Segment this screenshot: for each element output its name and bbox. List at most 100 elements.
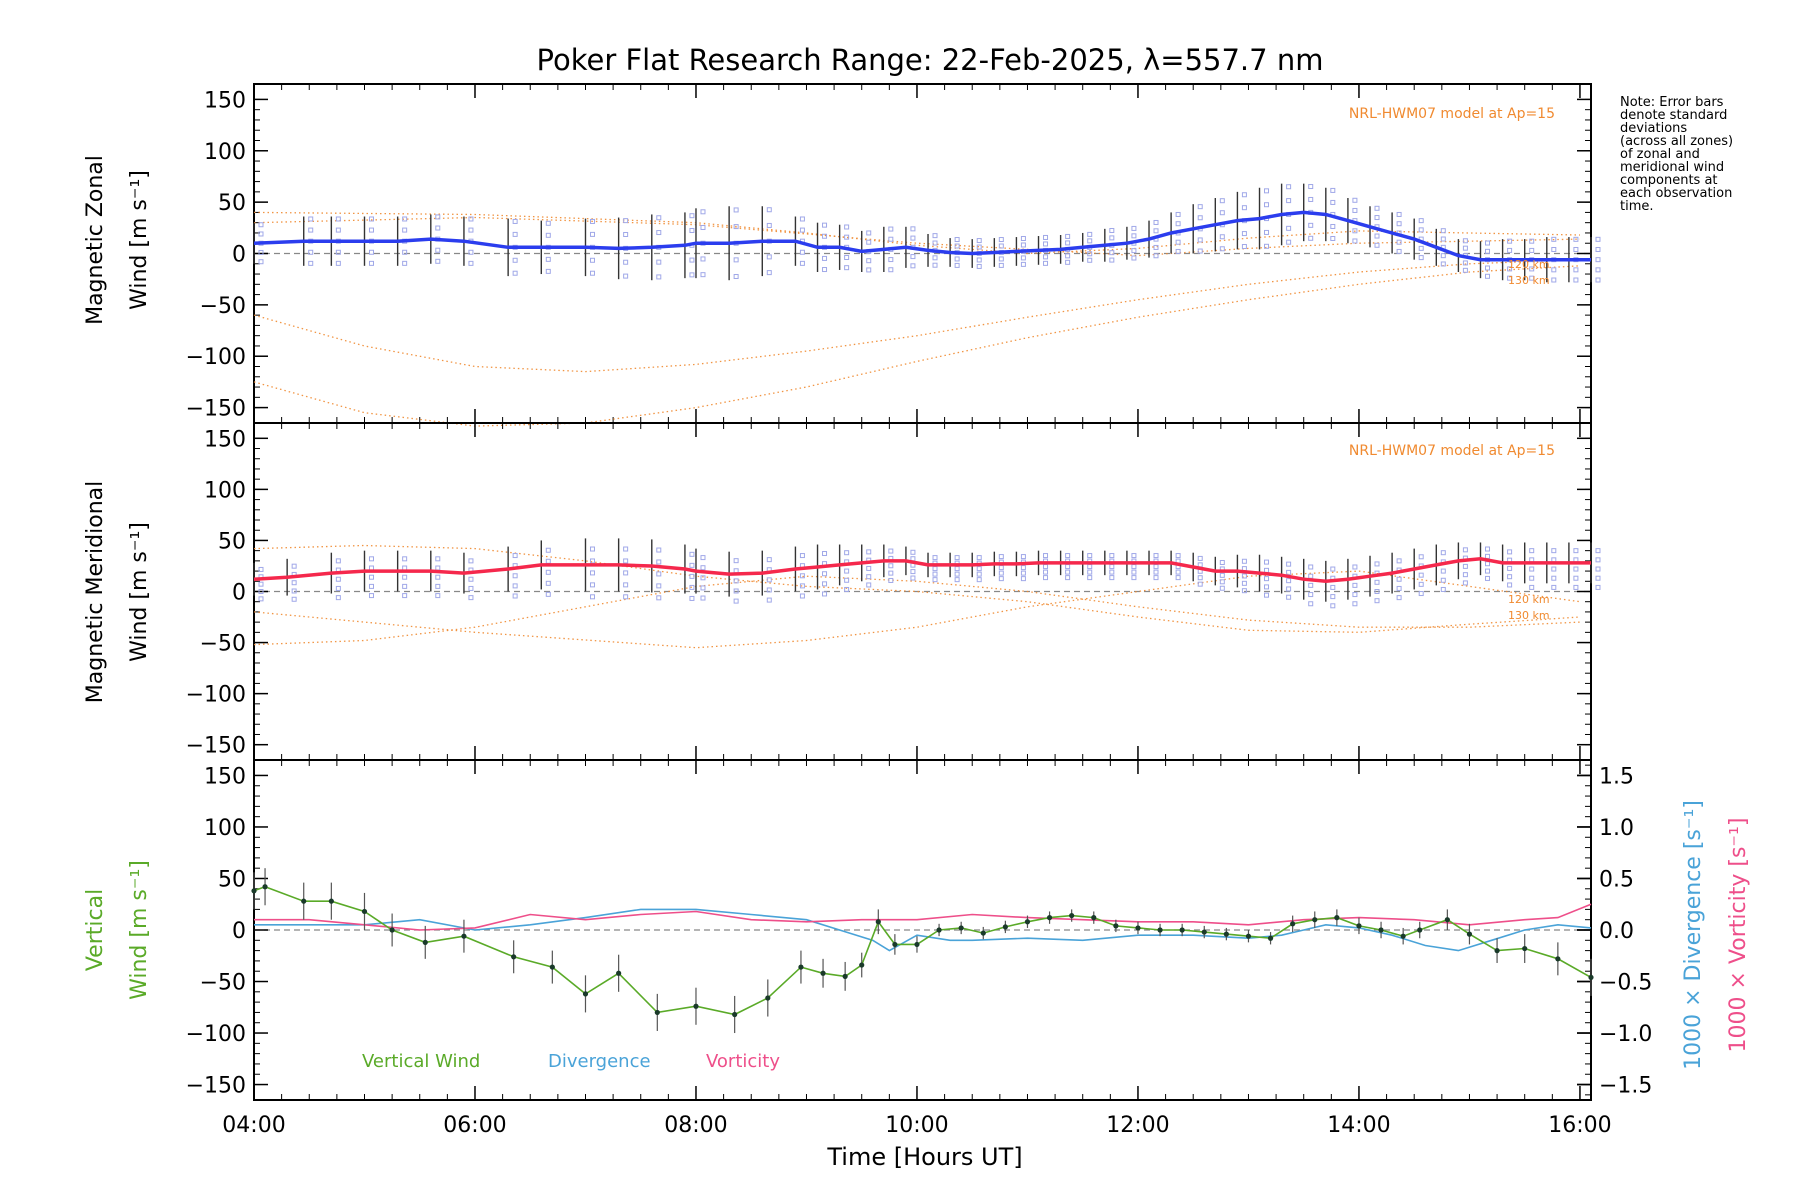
zone-point [623, 273, 629, 279]
zone-point [1065, 569, 1071, 575]
vertical-wind-point [914, 941, 920, 948]
divergence-y2label: 1000 × Divergence [s⁻¹] [1681, 800, 1706, 1070]
zone-point [1043, 260, 1049, 266]
model-curve [253, 259, 1581, 373]
zone-point [308, 216, 314, 222]
y-tick-label: −50 [200, 971, 246, 996]
vertical-wind-point [693, 1003, 699, 1009]
zone-point [910, 575, 916, 581]
zone-point [258, 581, 264, 587]
zone-point [512, 257, 518, 263]
zone-point [976, 257, 982, 263]
zone-point [1020, 236, 1026, 242]
y-tick-label: −150 [186, 1074, 246, 1099]
zone-point [689, 584, 695, 590]
vertical-wind-point [1024, 919, 1031, 925]
zone-point [1352, 238, 1358, 244]
zone-point [1087, 564, 1093, 570]
zone-point [1043, 553, 1049, 559]
vertical-wind-point [859, 962, 865, 968]
zone-point [291, 580, 297, 586]
vertical-wind-point [1400, 933, 1406, 939]
zone-point [1529, 247, 1535, 253]
vertical-wind-point [1179, 927, 1185, 933]
zone-point [545, 547, 551, 553]
zonal-wind-line [253, 210, 1591, 262]
zone-point [1241, 580, 1247, 586]
zone-point [1286, 561, 1292, 567]
zone-point [656, 547, 662, 553]
zone-point [589, 594, 595, 600]
y-tick-label: 100 [204, 140, 246, 165]
zone-point [1462, 245, 1468, 251]
zone-point [1529, 575, 1535, 581]
zone-point [1109, 227, 1115, 233]
zone-point [1175, 239, 1181, 245]
zone-point [402, 227, 408, 233]
zone-point [1573, 584, 1579, 590]
zone-point [589, 582, 595, 588]
zone-point [1462, 547, 1468, 553]
zone-point [910, 226, 916, 232]
zone-point [435, 214, 441, 220]
zone-point [1286, 239, 1292, 245]
y-tick-label: −100 [186, 683, 246, 708]
zone-point [822, 571, 828, 577]
zone-point [1440, 586, 1446, 592]
zone-point [799, 216, 805, 222]
zone-point [888, 563, 894, 569]
zone-point [258, 566, 264, 572]
zone-point [888, 548, 894, 554]
zone-point [1131, 564, 1137, 570]
zone-point [910, 569, 916, 575]
zone-point [1529, 238, 1535, 244]
zone-point [1551, 277, 1557, 283]
meridional-model-curve-label-120: 120 km [1508, 593, 1550, 606]
zone-point [656, 259, 662, 265]
zone-point [799, 573, 805, 579]
zone-point [1065, 240, 1071, 246]
zone-point [1219, 198, 1225, 204]
zone-point [976, 577, 982, 583]
zone-point [435, 556, 441, 562]
zone-point [1418, 581, 1424, 587]
zone-point [1418, 255, 1424, 261]
zone-point [335, 216, 341, 222]
zone-point [733, 598, 739, 604]
vertical-wind-point [1113, 923, 1119, 929]
zone-point [1043, 241, 1049, 247]
zone-point [1175, 569, 1181, 575]
vertical-wind-point [1466, 931, 1473, 937]
zone-point [623, 259, 629, 265]
zone-point [1020, 576, 1026, 582]
zone-point [1286, 569, 1292, 575]
zone-point [1131, 248, 1137, 254]
zone-point [1175, 221, 1181, 227]
vertical-wind-point [1494, 948, 1500, 954]
zone-point [1352, 207, 1358, 213]
vertical-wind-point [1002, 924, 1008, 930]
zone-point [1374, 205, 1380, 211]
zone-point [1308, 592, 1314, 598]
zone-point [1507, 574, 1513, 580]
zone-point [1065, 259, 1071, 265]
model-curve [253, 265, 1581, 427]
zone-point [1507, 582, 1513, 588]
zone-point [799, 249, 805, 255]
zone-point [1264, 229, 1270, 235]
zone-point [468, 558, 474, 564]
vertical-wind-point [1245, 933, 1252, 939]
zone-point [998, 256, 1004, 262]
zone-point [1087, 569, 1093, 575]
zone-point [1241, 231, 1247, 237]
zone-point [1219, 585, 1225, 591]
vertical-wind-point [1135, 925, 1141, 931]
zone-point [258, 259, 264, 265]
zone-point [1595, 236, 1601, 242]
zone-point [1219, 234, 1225, 240]
meridional-wind-panel: −150 −100 −50 0 50 100 150 [186, 422, 1601, 761]
zone-point [335, 576, 341, 582]
zone-point [1573, 246, 1579, 252]
zone-point [932, 577, 938, 583]
zone-point [1153, 575, 1159, 581]
